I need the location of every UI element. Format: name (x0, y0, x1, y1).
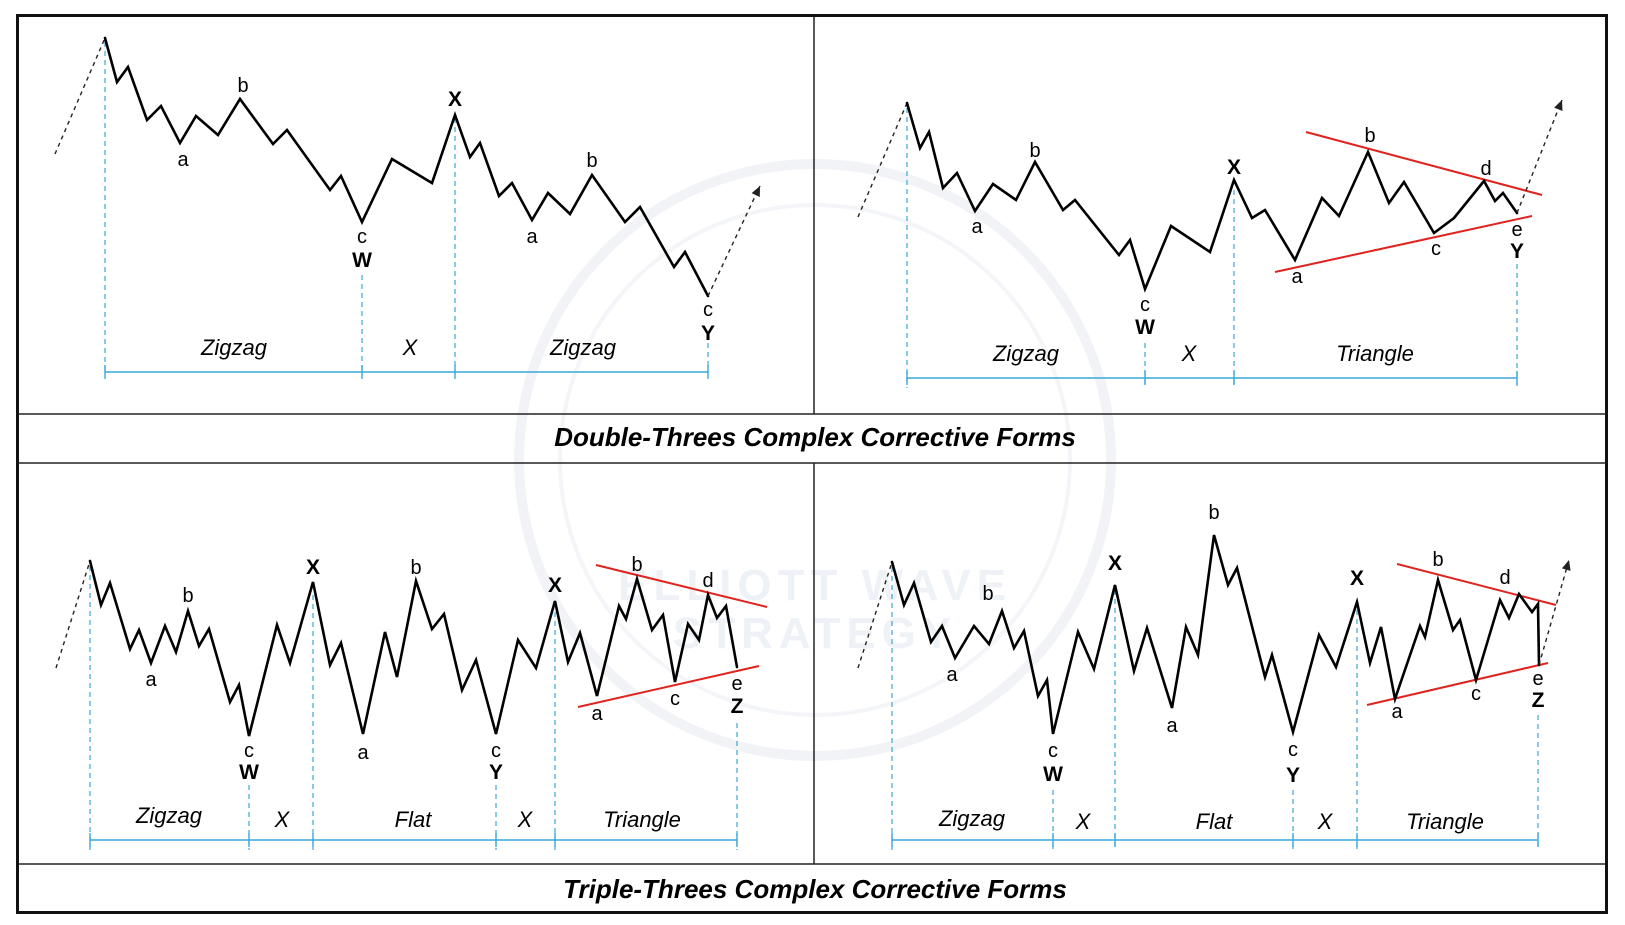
triangle-trendline (1396, 563, 1557, 606)
caption-double-threes: Double-Threes Complex Corrective Forms (554, 422, 1076, 452)
triangle-trendline (577, 665, 760, 708)
wave-label: b (410, 557, 421, 579)
wave-label: e (1532, 668, 1543, 690)
wave-label: Z (1532, 689, 1545, 712)
wave-label: b (982, 583, 993, 605)
wave-label: c (1048, 740, 1058, 762)
triangle-trendline (1274, 215, 1533, 273)
lead-in-dashed-line (857, 561, 893, 669)
wave-label: X (1350, 567, 1364, 590)
continuation-arrow-icon (1561, 560, 1571, 571)
wave-label: c (670, 688, 680, 710)
segment-label: Zigzag (200, 335, 268, 360)
caption-triple-threes: Triple-Threes Complex Corrective Forms (563, 874, 1067, 904)
segment-label: Zigzag (135, 803, 203, 828)
wave-label: Z (731, 695, 744, 718)
segment-label: X (1317, 809, 1334, 834)
segment-label: Triangle (1406, 809, 1484, 834)
wave-label: Y (1286, 764, 1300, 787)
wave-label: W (239, 761, 259, 784)
price-wave-path (103, 36, 710, 298)
lead-in-dashed-line (54, 37, 106, 155)
wave-label: a (357, 742, 369, 764)
wave-label: b (237, 75, 248, 97)
wave-label: a (591, 703, 603, 725)
segment-label: Zigzag (938, 806, 1006, 831)
wave-label: W (1135, 316, 1155, 339)
segment-label: Zigzag (549, 335, 617, 360)
lead-in-dashed-line (55, 560, 91, 669)
wave-label: X (448, 88, 462, 111)
segment-label: X (1181, 341, 1198, 366)
segment-label: X (402, 335, 419, 360)
wave-label: b (1208, 502, 1219, 524)
triangle-trendline (1366, 662, 1549, 706)
wave-label: e (731, 673, 742, 695)
wave-label: b (1029, 140, 1040, 162)
segment-label: Triangle (603, 807, 681, 832)
wave-label: a (1291, 266, 1303, 288)
lead-in-dashed-line (857, 102, 908, 218)
wave-label: c (357, 226, 367, 248)
wave-label: Y (489, 761, 503, 784)
wave-label: e (1511, 219, 1522, 241)
wave-label: d (1499, 567, 1510, 589)
wave-label: Y (701, 322, 715, 345)
triangle-trendline (595, 564, 768, 608)
wave-label: a (526, 226, 538, 248)
continuation-dashed-line (1538, 559, 1570, 666)
wave-label: a (145, 669, 157, 691)
price-wave-path (905, 101, 1519, 293)
wave-label: a (946, 664, 958, 686)
wave-label: c (1288, 739, 1298, 761)
continuation-dashed-line (1516, 99, 1563, 214)
wave-label: X (1227, 156, 1241, 179)
segment-label: X (1075, 809, 1092, 834)
wave-label: c (703, 299, 713, 321)
wave-label: c (1471, 683, 1481, 705)
segment-label: Flat (1196, 809, 1234, 834)
continuation-arrow-icon (1554, 100, 1563, 111)
segment-label: X (517, 807, 534, 832)
wave-label: b (586, 150, 597, 172)
continuation-dashed-line (707, 185, 761, 297)
wave-label: d (1480, 158, 1491, 180)
segment-label: X (274, 807, 291, 832)
wave-label: c (491, 740, 501, 762)
price-wave-path (88, 559, 739, 737)
wave-label: Y (1510, 240, 1524, 263)
wave-label: a (1166, 715, 1178, 737)
wave-label: a (177, 149, 189, 171)
wave-label: X (1108, 552, 1122, 575)
wave-label: a (1391, 701, 1403, 723)
wave-label: d (702, 570, 713, 592)
wave-label: c (1431, 238, 1441, 260)
wave-label: b (1432, 549, 1443, 571)
wave-label: a (971, 216, 983, 238)
wave-label: X (306, 556, 320, 579)
watermark: ELLIOTT WAVE STRATEGY (514, 159, 1116, 761)
wave-label: c (1140, 294, 1150, 316)
wave-label: b (1364, 125, 1375, 147)
continuation-arrow-icon (751, 186, 760, 197)
segment-label: Triangle (1336, 341, 1414, 366)
triangle-trendline (1305, 131, 1543, 196)
price-wave-path (890, 534, 1541, 737)
segment-label: Flat (395, 807, 433, 832)
segment-label: Zigzag (992, 341, 1060, 366)
wave-label: W (1043, 763, 1063, 786)
wave-label: c (244, 740, 254, 762)
wave-label: W (352, 249, 372, 272)
wave-label: X (548, 574, 562, 597)
wave-label: b (631, 554, 642, 576)
wave-label: b (182, 585, 193, 607)
